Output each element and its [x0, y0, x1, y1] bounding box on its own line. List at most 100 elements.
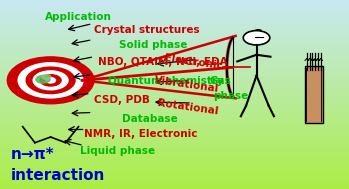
- Bar: [0, 169, 349, 170]
- Bar: [0, 60, 349, 61]
- Bar: [0, 123, 349, 124]
- Bar: [0, 85, 349, 86]
- Bar: [0, 148, 349, 149]
- Bar: [0, 62, 349, 63]
- Bar: [0, 175, 349, 176]
- Bar: [0, 19, 349, 20]
- Bar: [0, 54, 349, 55]
- Bar: [0, 163, 349, 164]
- Bar: [0, 21, 349, 22]
- Bar: [0, 63, 349, 64]
- Bar: [0, 146, 349, 147]
- Bar: [0, 37, 349, 38]
- Bar: [0, 0, 349, 1]
- Text: Vibrational: Vibrational: [154, 76, 220, 94]
- Bar: [0, 136, 349, 137]
- Bar: [0, 179, 349, 180]
- Bar: [0, 100, 349, 101]
- Bar: [0, 180, 349, 181]
- Bar: [0, 38, 349, 39]
- Circle shape: [243, 31, 270, 45]
- Bar: [0, 10, 349, 11]
- Bar: [0, 109, 349, 110]
- Bar: [0, 186, 349, 187]
- Bar: [0, 167, 349, 168]
- Bar: [0, 97, 349, 98]
- Bar: [0, 151, 349, 152]
- Bar: [0, 94, 349, 95]
- Bar: [0, 51, 349, 52]
- Circle shape: [42, 74, 51, 79]
- Bar: [0, 46, 349, 47]
- Bar: [0, 42, 349, 43]
- Bar: [0, 181, 349, 182]
- Circle shape: [7, 57, 94, 104]
- Bar: [0, 165, 349, 166]
- Bar: [0, 36, 349, 37]
- Bar: [0, 170, 349, 171]
- Bar: [0, 75, 349, 76]
- Bar: [0, 56, 349, 57]
- Bar: [0, 34, 349, 35]
- Bar: [0, 77, 349, 78]
- Bar: [0, 69, 349, 70]
- Bar: [0, 23, 349, 24]
- Bar: [0, 93, 349, 94]
- Bar: [0, 61, 349, 62]
- Bar: [0, 32, 349, 33]
- Bar: [0, 121, 349, 122]
- Bar: [0, 125, 349, 126]
- Bar: [0, 111, 349, 112]
- Bar: [0, 4, 349, 5]
- Text: phase: phase: [213, 91, 248, 101]
- Bar: [0, 11, 349, 12]
- Text: Gas: Gas: [209, 76, 231, 86]
- Bar: [0, 86, 349, 87]
- Bar: [0, 105, 349, 106]
- Bar: [0, 182, 349, 183]
- Bar: [0, 28, 349, 29]
- Text: Rotational: Rotational: [157, 98, 219, 117]
- Bar: [0, 27, 349, 28]
- Bar: [0, 174, 349, 175]
- Bar: [0, 150, 349, 151]
- Bar: [0, 55, 349, 56]
- Bar: [0, 58, 349, 59]
- Bar: [0, 84, 349, 85]
- Bar: [0, 14, 349, 15]
- Bar: [0, 177, 349, 178]
- Bar: [0, 153, 349, 154]
- Bar: [0, 1, 349, 2]
- Bar: [0, 157, 349, 158]
- Bar: [0, 70, 349, 71]
- Bar: [0, 141, 349, 142]
- Text: NMR, IR, Electronic: NMR, IR, Electronic: [84, 129, 197, 139]
- Bar: [0, 188, 349, 189]
- Circle shape: [36, 76, 50, 83]
- Bar: [0, 110, 349, 111]
- Bar: [0, 79, 349, 80]
- Bar: [0, 39, 349, 40]
- Bar: [0, 108, 349, 109]
- Bar: [0, 6, 349, 7]
- Bar: [0, 187, 349, 188]
- Bar: [0, 30, 349, 31]
- Circle shape: [26, 67, 75, 94]
- Bar: [0, 101, 349, 102]
- Bar: [0, 25, 349, 26]
- Bar: [0, 131, 349, 132]
- Bar: [0, 142, 349, 143]
- Bar: [0, 83, 349, 84]
- Bar: [0, 135, 349, 136]
- Bar: [0, 102, 349, 103]
- Bar: [0, 134, 349, 135]
- Bar: [0, 156, 349, 157]
- Bar: [0, 158, 349, 159]
- Bar: [0, 49, 349, 50]
- Bar: [0, 53, 349, 54]
- Bar: [0, 92, 349, 93]
- Bar: [0, 44, 349, 45]
- Circle shape: [18, 63, 83, 98]
- Bar: [0, 52, 349, 53]
- Text: NBO, QTAIM, NCI, EDA: NBO, QTAIM, NCI, EDA: [98, 57, 227, 67]
